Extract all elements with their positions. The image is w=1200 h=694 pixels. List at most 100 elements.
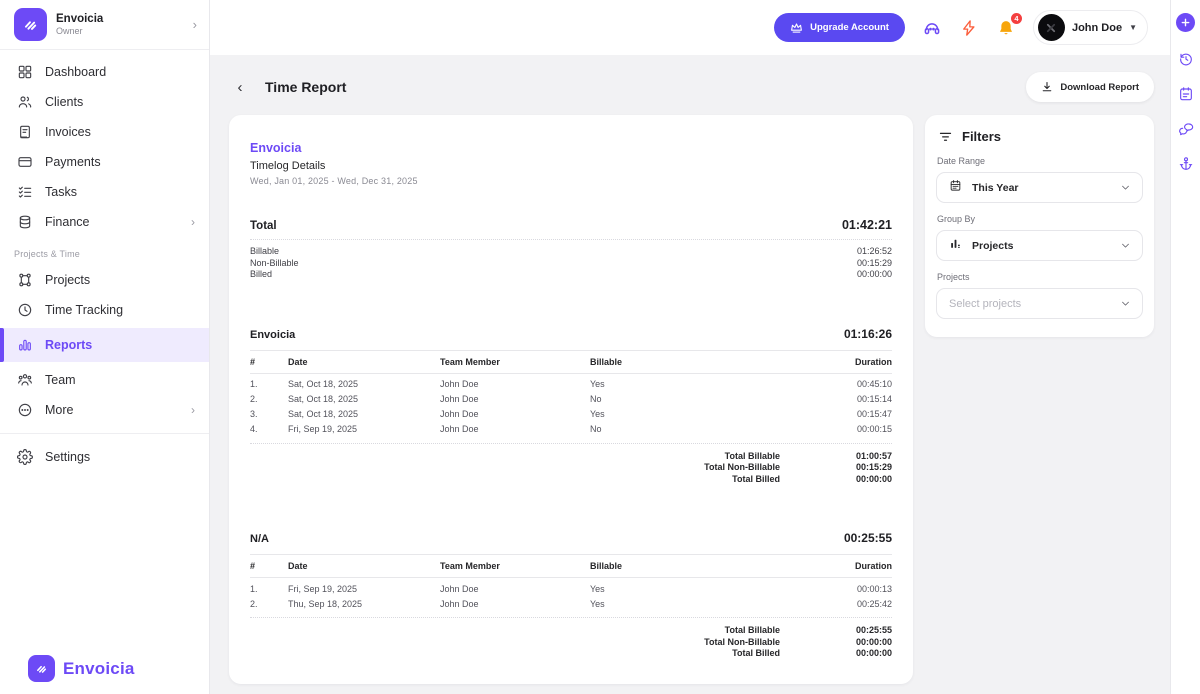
total-row-label: Total Billable — [724, 450, 780, 461]
report-summary: Billable 01:26:52 Non-Billable 00:15:29 Bill… — [250, 240, 892, 281]
filter-select-projects[interactable]: Select projects — [936, 288, 1143, 319]
content-row: Envoicia Timelog Details Wed, Jan 01, 20… — [229, 115, 1154, 684]
total-row-label: Total Non-Billable — [704, 636, 780, 647]
report-company-link: Envoicia — [250, 141, 302, 155]
table-cell: Yes — [590, 583, 605, 594]
sidebar-item-team[interactable]: Team — [0, 365, 209, 395]
sidebar-item-label: Dashboard — [45, 65, 107, 79]
sidebar-item-settings[interactable]: Settings — [0, 442, 209, 472]
filters-header: Filters — [936, 129, 1143, 144]
clients-icon — [16, 94, 33, 111]
chat-icon[interactable] — [1178, 121, 1194, 137]
sidebar-item-dashboard[interactable]: Dashboard — [0, 57, 209, 87]
planner-icon[interactable] — [1178, 86, 1194, 102]
sidebar-item-label: Tasks — [45, 185, 77, 199]
table-cell: Yes — [590, 379, 605, 389]
download-icon — [1043, 81, 1052, 92]
total-row-value: 01:00:57 — [855, 450, 892, 461]
table-cell: Yes — [590, 409, 605, 419]
sidebar-item-invoices[interactable]: Invoices — [0, 117, 209, 147]
workspace-meta: Envoicia Owner — [56, 13, 184, 37]
sidebar-item-label: Finance — [45, 215, 90, 229]
upgrade-label: Upgrade Account — [810, 22, 889, 33]
filter-select-date-range[interactable]: This Year — [936, 172, 1143, 203]
sidebar-item-time-tracking[interactable]: Time Tracking — [0, 295, 209, 325]
workspace-role: Owner — [56, 25, 83, 36]
report-card: Envoicia Timelog Details Wed, Jan 01, 20… — [229, 115, 913, 684]
chevron-down-icon — [1120, 182, 1131, 193]
upgrade-account-button[interactable]: Upgrade Account — [774, 13, 905, 42]
user-menu[interactable]: John Doe ▼ — [1032, 10, 1148, 45]
column-header: Billable — [590, 356, 623, 367]
group-header: N/A 00:25:55 — [250, 531, 892, 545]
sidebar-item-label: Payments — [45, 155, 101, 169]
table-row: 1. Sat, Oct 18, 2025 John Doe Yes 00:45:10 — [250, 377, 892, 392]
footer-brand-text: Envoicia — [63, 658, 135, 678]
sidebar-item-payments[interactable]: Payments — [0, 147, 209, 177]
filter-label: Projects — [937, 272, 970, 282]
table-cell: Yes — [590, 598, 605, 609]
summary-row: Billed 00:00:00 — [250, 269, 892, 281]
workspace-switcher[interactable]: Envoicia Owner › — [0, 0, 209, 50]
download-report-button[interactable]: Download Report — [1026, 72, 1154, 102]
report-total-header: Total 01:42:21 — [250, 218, 892, 240]
table-cell: 1. — [250, 379, 258, 389]
report-groups: Envoicia 01:16:26 # Date Team Member Billable… — [250, 327, 892, 660]
right-rail — [1170, 0, 1200, 694]
report-group: Envoicia 01:16:26 # Date Team Member Billable… — [250, 327, 892, 486]
total-row-label: Total Billable — [724, 625, 780, 635]
sidebar-item-tasks[interactable]: Tasks — [0, 177, 209, 207]
support-headset-icon[interactable] — [922, 18, 942, 38]
filter-select-group-by[interactable]: Projects — [936, 230, 1143, 261]
filter-value: This Year — [972, 181, 1019, 194]
table-cell: 00:15:14 — [856, 394, 892, 404]
user-name: John Doe — [1071, 21, 1123, 34]
calendar-icon — [949, 179, 962, 197]
table-cell: John Doe — [440, 409, 479, 419]
group-total-row: Total Non-Billable 00:00:00 — [250, 637, 892, 649]
table-header: # Date Team Member Billable Duration — [250, 349, 892, 374]
table-cell: No — [590, 394, 602, 404]
sidebar-item-label: More — [45, 403, 74, 417]
notifications-bell-icon[interactable]: 4 — [996, 11, 1023, 38]
back-button[interactable]: ‹ — [229, 76, 251, 98]
time-tracking-icon — [16, 302, 33, 319]
more-icon — [16, 402, 33, 419]
chevron-right-icon: › — [192, 17, 197, 32]
filters-panel: Filters Date Range This Year Group By Proje… — [925, 115, 1154, 337]
table-row: 2. Sat, Oct 18, 2025 John Doe No 00:15:14 — [250, 392, 892, 407]
sidebar-item-reports[interactable]: Reports — [0, 328, 209, 362]
sidebar-item-label: Projects — [45, 273, 91, 287]
sidebar-item-label: Settings — [45, 450, 91, 464]
filter-field-group-by: Group By Projects — [936, 214, 1143, 261]
settings-icon — [16, 449, 33, 466]
download-label: Download Report — [1060, 81, 1139, 93]
total-row-value: 00:00:00 — [855, 636, 892, 647]
group-header: Envoicia 01:16:26 — [250, 327, 892, 341]
plus-icon[interactable] — [1176, 13, 1195, 32]
table-row: 3. Sat, Oct 18, 2025 John Doe Yes 00:15:47 — [250, 407, 892, 422]
table-cell: 00:25:42 — [856, 598, 892, 609]
boost-bolt-icon[interactable] — [959, 18, 979, 38]
anchor-icon[interactable] — [1178, 156, 1194, 172]
sidebar-item-more[interactable]: More › — [0, 395, 209, 425]
sidebar-item-clients[interactable]: Clients — [0, 87, 209, 117]
reports-icon — [16, 337, 33, 354]
report-group: N/A 00:25:55 # Date Team Member Billable Durat… — [250, 531, 892, 660]
table-header: # Date Team Member Billable Duration — [250, 554, 892, 578]
workspace-name: Envoicia — [56, 12, 104, 25]
group-total-row: Total Billed 00:00:00 — [250, 648, 892, 660]
sidebar-nav: Dashboard Clients Invoices Payments Tasks Fin… — [0, 50, 209, 472]
chevron-down-icon: ▼ — [1129, 23, 1137, 32]
total-label: Total — [250, 220, 277, 232]
table-cell: Thu, Sep 18, 2025 — [288, 598, 363, 609]
history-icon[interactable] — [1178, 51, 1194, 67]
page-header: ‹ Time Report Download Report — [229, 69, 1154, 105]
sidebar-item-projects[interactable]: Projects — [0, 265, 209, 295]
invoices-icon — [16, 124, 33, 141]
sidebar-item-finance[interactable]: Finance › — [0, 207, 209, 237]
payments-icon — [16, 154, 33, 171]
summary-value: 00:00:00 — [856, 269, 892, 279]
total-row-label: Total Billed — [732, 473, 780, 484]
